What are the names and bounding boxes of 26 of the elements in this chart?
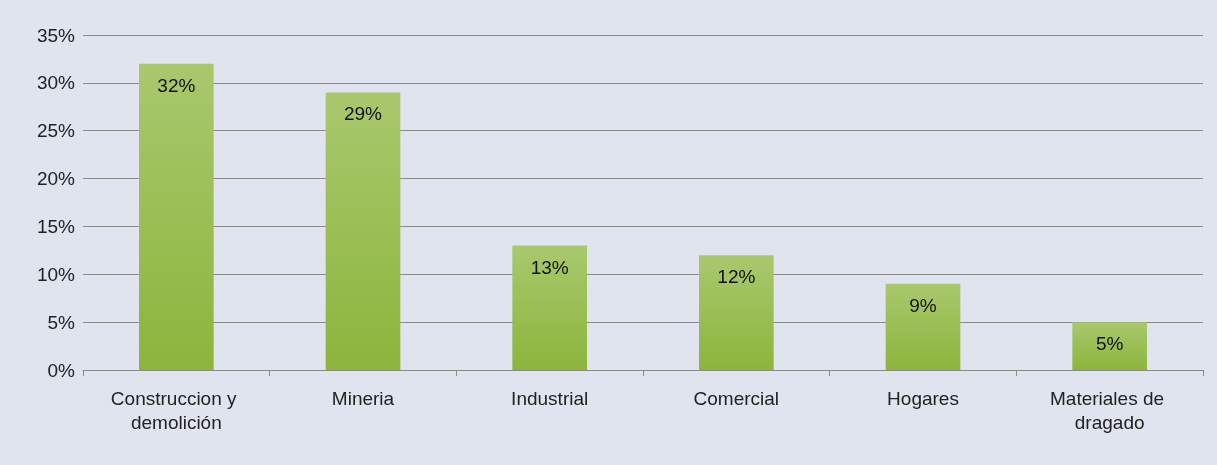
x-tick-label: Materiales de dragado [1049, 387, 1170, 433]
bar [512, 245, 587, 370]
bar [699, 255, 774, 370]
y-tick-label: 25% [36, 120, 76, 142]
data-label: 32% [157, 74, 196, 96]
y-tick-label: 20% [36, 168, 76, 190]
data-label: 29% [343, 103, 383, 125]
y-tick-label: 0% [47, 359, 76, 381]
x-tick-label: Construccion y demolición [110, 387, 242, 433]
x-tick-label: Mineria [331, 387, 395, 409]
y-tick-label: 5% [47, 311, 76, 333]
bar [1072, 322, 1147, 370]
y-tick-label: 30% [36, 72, 76, 94]
x-tick-label: Comercial [693, 387, 780, 409]
bar [325, 92, 401, 370]
bar [139, 63, 214, 370]
data-label: 12% [717, 266, 756, 288]
x-tick-label: Hogares [887, 387, 959, 409]
x-tick-label: Industrial [511, 387, 589, 409]
data-label: 13% [530, 256, 569, 278]
y-tick-label: 35% [36, 24, 76, 46]
bar [885, 283, 961, 370]
y-tick-label: 10% [36, 263, 76, 285]
data-label: 5% [1095, 333, 1124, 355]
y-tick-label: 15% [36, 215, 76, 237]
data-label: 9% [909, 294, 937, 316]
